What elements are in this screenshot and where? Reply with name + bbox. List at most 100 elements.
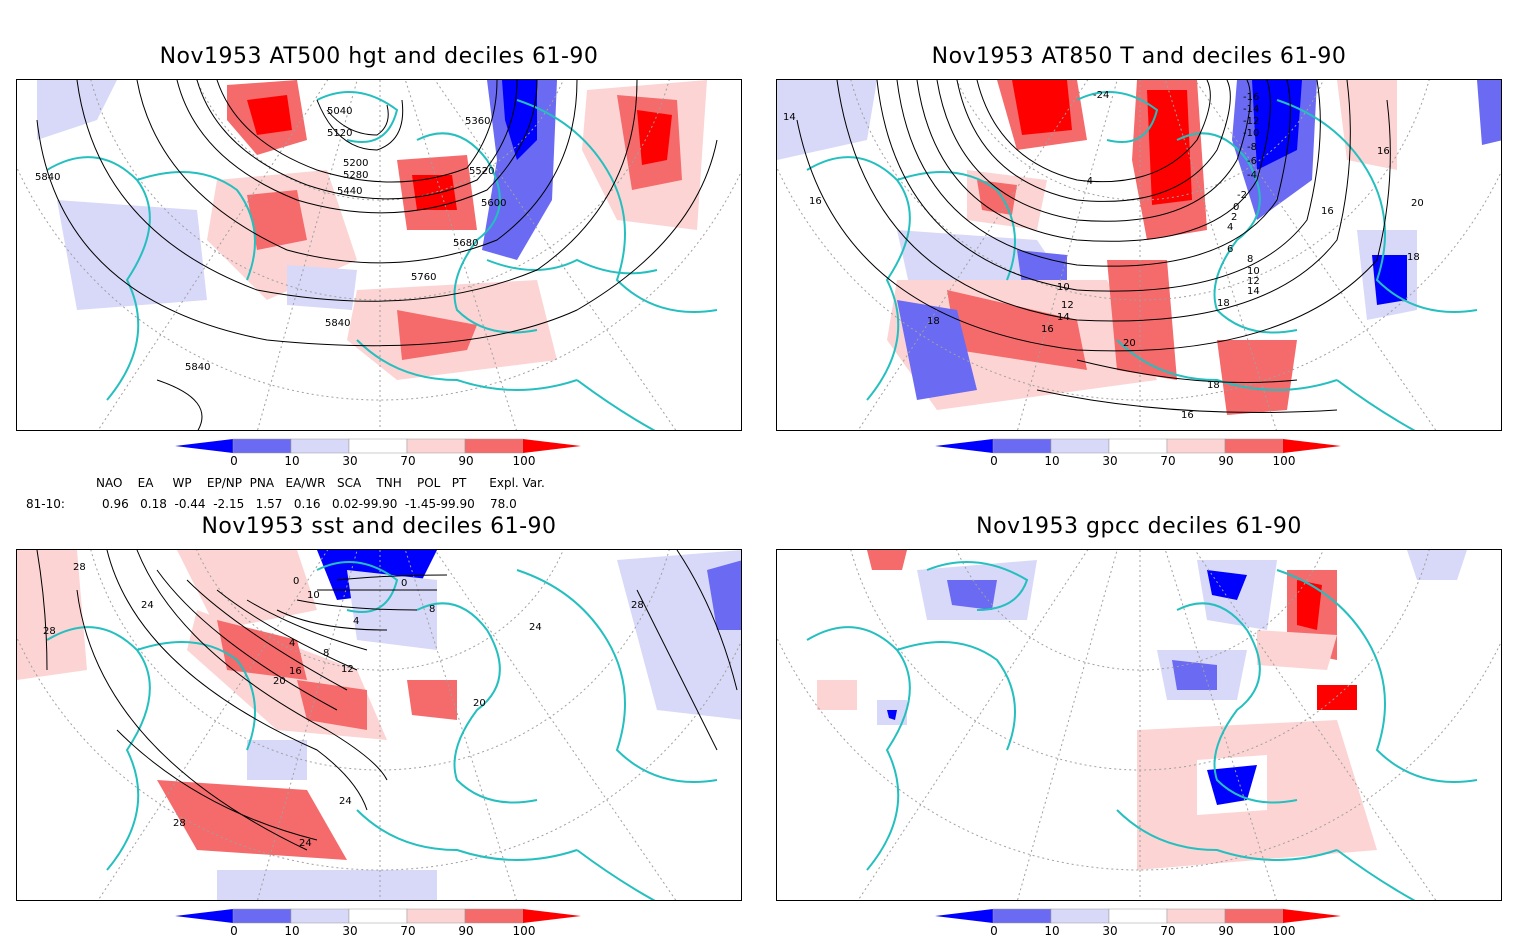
index-values: 0.96 0.18 -0.44 -2.15 1.57 0.16 0.02-99.… — [102, 497, 517, 511]
svg-text:24: 24 — [529, 622, 542, 633]
colorbar-swatch — [232, 438, 292, 454]
svg-text:10: 10 — [1057, 282, 1070, 293]
colorbar-tick: 10 — [284, 454, 300, 468]
svg-text:12: 12 — [1061, 300, 1074, 311]
svg-text:0: 0 — [293, 576, 299, 587]
svg-text:5680: 5680 — [453, 238, 478, 249]
panel-title-3: Nov1953 sst and deciles 61-90 — [201, 514, 557, 539]
colorbar-swatch — [290, 438, 350, 454]
svg-text:12: 12 — [1247, 276, 1260, 287]
svg-text:8: 8 — [429, 604, 435, 615]
svg-text:14: 14 — [783, 112, 796, 123]
colorbar-2: 0 10 30 70 90 100 — [935, 438, 1355, 472]
colorbar-tick: 70 — [400, 454, 416, 468]
colorbar-swatch — [1050, 438, 1110, 454]
svg-text:24: 24 — [339, 796, 352, 807]
svg-text:5840: 5840 — [185, 362, 210, 373]
svg-text:-4: -4 — [1247, 170, 1257, 181]
svg-text:0: 0 — [401, 578, 407, 589]
colorbar-swatch — [1283, 909, 1341, 923]
colorbar-tick: 0 — [990, 924, 998, 938]
panel-title-4: Nov1953 gpcc deciles 61-90 — [976, 514, 1302, 539]
colorbar-swatch — [1224, 908, 1284, 924]
map-panel-t850: -24 -16 -14 -12 -10 -8 -6 -4 -2 0 2 4 6 … — [776, 79, 1502, 431]
colorbar-swatch — [1283, 439, 1341, 453]
colorbar-swatch — [1050, 908, 1110, 924]
contour-labels: -24 -16 -14 -12 -10 -8 -6 -4 -2 0 2 4 6 … — [783, 90, 1424, 421]
svg-text:14: 14 — [1057, 312, 1070, 323]
colorbar-tick: 70 — [1160, 454, 1176, 468]
colorbar-tick: 10 — [1044, 924, 1060, 938]
coastlines — [806, 561, 1478, 900]
svg-text:4: 4 — [353, 616, 359, 627]
svg-text:-24: -24 — [1093, 90, 1109, 101]
svg-text:4: 4 — [289, 638, 295, 649]
colorbar-swatch — [523, 909, 581, 923]
svg-text:6: 6 — [1227, 244, 1233, 255]
colorbar-tick: 70 — [1160, 924, 1176, 938]
svg-text:5520: 5520 — [469, 166, 494, 177]
svg-text:10: 10 — [307, 590, 320, 601]
anomaly-fill — [817, 550, 1467, 870]
svg-text:28: 28 — [173, 818, 186, 829]
map-svg-sst: 28 24 28 24 20 16 12 8 4 0 0 4 8 10 20 2… — [17, 550, 741, 900]
svg-text:8: 8 — [323, 648, 329, 659]
svg-text:18: 18 — [927, 316, 940, 327]
svg-text:24: 24 — [141, 600, 154, 611]
svg-text:8: 8 — [1247, 254, 1253, 265]
panel-title-1: Nov1953 AT500 hgt and deciles 61-90 — [159, 44, 599, 69]
colorbar-swatch — [523, 439, 581, 453]
colorbar-3: 0 10 30 70 90 100 — [175, 908, 595, 942]
svg-text:5280: 5280 — [343, 170, 368, 181]
svg-text:14: 14 — [1247, 286, 1260, 297]
index-row-label: 81-10: — [26, 497, 65, 511]
colorbar-swatch — [232, 908, 292, 924]
colorbar-swatch — [1108, 908, 1168, 924]
colorbar-swatch — [1166, 438, 1226, 454]
colorbar-swatch — [992, 908, 1052, 924]
svg-text:0: 0 — [1233, 202, 1239, 213]
coastlines — [46, 91, 718, 430]
map-panel-gpcc — [776, 549, 1502, 901]
colorbar-swatch — [935, 909, 993, 923]
svg-text:28: 28 — [73, 562, 86, 573]
svg-text:20: 20 — [273, 676, 286, 687]
temperature-contours — [796, 80, 1391, 413]
svg-text:18: 18 — [1407, 252, 1420, 263]
colorbar-swatch — [348, 908, 408, 924]
colorbar-tick: 100 — [1272, 454, 1296, 468]
map-panel-hgt500: 5040 5120 5200 5280 5360 5440 5520 5600 … — [16, 79, 742, 431]
colorbar-tick: 90 — [458, 454, 474, 468]
contour-labels: 28 24 28 24 20 16 12 8 4 0 0 4 8 10 20 2… — [43, 562, 644, 849]
colorbar-swatch — [175, 909, 233, 923]
colorbar-4: 0 10 30 70 90 100 — [935, 908, 1355, 942]
colorbar-tick: 100 — [1272, 924, 1296, 938]
contour-labels: 5040 5120 5200 5280 5360 5440 5520 5600 … — [35, 106, 506, 373]
coastlines — [46, 561, 718, 900]
svg-text:5440: 5440 — [337, 186, 362, 197]
svg-text:16: 16 — [809, 196, 822, 207]
colorbar-swatches — [175, 908, 581, 924]
svg-text:-12: -12 — [1243, 116, 1259, 127]
colorbar-tick: 30 — [1102, 924, 1118, 938]
colorbar-tick: 30 — [342, 924, 358, 938]
colorbar-tick: 0 — [230, 454, 238, 468]
svg-text:20: 20 — [1411, 198, 1424, 209]
svg-text:5040: 5040 — [327, 106, 352, 117]
svg-text:-8: -8 — [1247, 142, 1257, 153]
colorbar-swatch — [1224, 438, 1284, 454]
svg-text:-14: -14 — [1243, 104, 1259, 115]
colorbar-swatch — [406, 908, 466, 924]
colorbar-tick: 70 — [400, 924, 416, 938]
colorbar-tick: 10 — [1044, 454, 1060, 468]
map-svg-gpcc — [777, 550, 1501, 900]
svg-text:28: 28 — [43, 626, 56, 637]
svg-text:4: 4 — [1227, 222, 1233, 233]
sst-contours — [36, 550, 738, 851]
colorbar-swatch — [348, 438, 408, 454]
colorbar-tick: 0 — [230, 924, 238, 938]
svg-text:20: 20 — [473, 698, 486, 709]
map-panel-sst: 28 24 28 24 20 16 12 8 4 0 0 4 8 10 20 2… — [16, 549, 742, 901]
colorbar-swatch — [464, 908, 524, 924]
colorbar-swatches — [935, 908, 1341, 924]
